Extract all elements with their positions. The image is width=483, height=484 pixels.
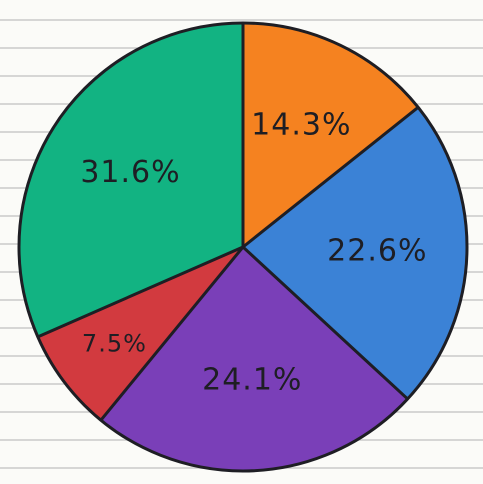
slice-label-3: 7.5% (82, 329, 147, 357)
slice-labels: 14.3% 22.6% 24.1% 7.5% 31.6% (80, 107, 427, 398)
slice-dividers (37, 23, 420, 422)
slice-divider-2 (241, 245, 409, 401)
slice-label-1: 22.6% (327, 233, 427, 268)
pie-slice-4 (18, 23, 244, 337)
pie-outline (17, 21, 469, 473)
slice-label-2: 24.1% (202, 363, 302, 398)
slice-divider-4 (37, 245, 244, 339)
pie-slice-0 (243, 23, 419, 247)
pie-slice-1 (243, 107, 467, 399)
slice-divider-3 (99, 246, 245, 422)
slice-label-0: 14.3% (251, 107, 351, 142)
pie-slices (18, 23, 467, 472)
slice-label-4: 31.6% (80, 155, 180, 190)
pie-slice-2 (100, 247, 408, 472)
pie-slice-3 (37, 247, 243, 421)
slice-divider-1 (242, 106, 420, 249)
